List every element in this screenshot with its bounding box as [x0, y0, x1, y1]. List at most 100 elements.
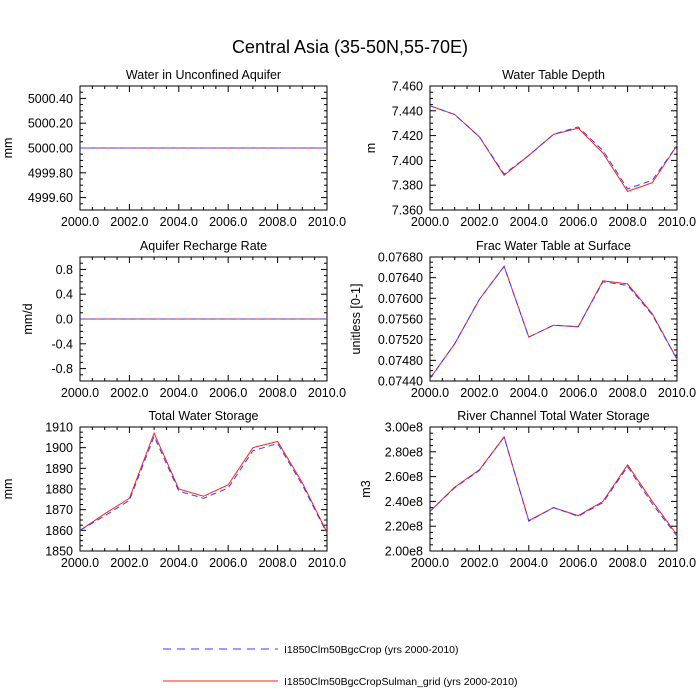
y-tick-label: 0.07520	[378, 333, 423, 347]
y-tick-label: 5000.40	[28, 92, 73, 106]
x-tick-label: 2008.0	[258, 215, 296, 229]
y-axis-label: mm	[1, 138, 15, 159]
y-axis-label: unitless [0-1]	[349, 284, 363, 355]
subplot-title: Frac Water Table at Surface	[476, 239, 631, 253]
plot-frame	[429, 426, 678, 552]
y-tick-label: -0.8	[51, 362, 73, 376]
x-tick-label: 2002.0	[460, 386, 498, 400]
x-tick-label: 2008.0	[258, 556, 296, 570]
series-line-2	[79, 431, 328, 533]
x-tick-label: 2010.0	[658, 386, 696, 400]
y-tick-label: 5000.00	[28, 142, 73, 156]
subplot-2: Water Table Depth m 2000.0 2002.0 2004.0 2006…	[364, 68, 696, 229]
y-axis-label: m3	[359, 480, 373, 497]
y-tick-label: 1860	[45, 524, 73, 538]
y-tick-label: 0.4	[56, 288, 73, 302]
x-tick-label: 2010.0	[308, 215, 346, 229]
x-tick-label: 2002.0	[110, 556, 148, 570]
y-axis-label: m	[364, 143, 378, 153]
legend-label-series-1: I1850Clm50BgcCrop (yrs 2000-2010)	[284, 644, 459, 656]
x-tick-label: 2010.0	[308, 556, 346, 570]
series-line-1	[429, 105, 678, 190]
subplot-5: Total Water Storage mm 2000.0 2002.0 2004.0 2…	[1, 409, 346, 570]
subplot-title: Water Table Depth	[502, 68, 605, 82]
y-tick-label: 1900	[45, 441, 73, 455]
x-tick-label: 2002.0	[460, 556, 498, 570]
legend: I1850Clm50BgcCrop (yrs 2000-2010) I1850C…	[163, 644, 517, 688]
series-line-2	[429, 105, 678, 193]
y-tick-label: 0.07640	[378, 271, 423, 285]
x-tick-label: 2006.0	[559, 215, 597, 229]
y-axis-label: mm/d	[21, 303, 35, 334]
subplot-4: Frac Water Table at Surface unitless [0-1…	[349, 239, 696, 400]
x-tick-label: 2000.0	[61, 215, 99, 229]
x-tick-label: 2004.0	[510, 386, 548, 400]
subplot-title: Water in Unconfined Aquifer	[126, 68, 281, 82]
x-tick-label: 2006.0	[209, 386, 247, 400]
y-axis-label: mm	[1, 479, 15, 500]
x-tick-label: 2008.0	[608, 386, 646, 400]
y-tick-label: 3.00e8	[385, 421, 423, 435]
y-tick-label: 1870	[45, 503, 73, 517]
y-tick-label: 0.0	[56, 313, 73, 327]
x-tick-label: 2002.0	[460, 215, 498, 229]
plot-frame	[79, 426, 328, 552]
y-tick-label: 0.07680	[378, 251, 423, 265]
x-tick-label: 2004.0	[510, 556, 548, 570]
y-tick-label: 2.80e8	[385, 445, 423, 459]
y-tick-label: 0.07480	[378, 354, 423, 368]
x-tick-label: 2010.0	[658, 215, 696, 229]
x-tick-label: 2006.0	[209, 556, 247, 570]
y-tick-label: 0.07440	[378, 375, 423, 389]
series-line-1	[429, 265, 678, 379]
y-tick-label: 0.07560	[378, 313, 423, 327]
subplot-3: Aquifer Recharge Rate mm/d 2000.0 2002.0 200…	[21, 239, 346, 400]
series-line-2	[429, 265, 678, 379]
x-tick-label: 2000.0	[411, 386, 449, 400]
x-tick-label: 2010.0	[308, 386, 346, 400]
x-tick-label: 2000.0	[61, 386, 99, 400]
y-tick-label: 2.00e8	[385, 545, 423, 559]
series-line-1	[79, 435, 328, 534]
y-tick-label: 7.380	[392, 179, 423, 193]
x-tick-label: 2006.0	[559, 386, 597, 400]
x-tick-label: 2002.0	[110, 386, 148, 400]
y-tick-label: 2.20e8	[385, 520, 423, 534]
x-tick-label: 2004.0	[160, 215, 198, 229]
x-tick-label: 2008.0	[608, 556, 646, 570]
x-tick-label: 2000.0	[411, 556, 449, 570]
x-tick-label: 2004.0	[510, 215, 548, 229]
x-tick-label: 2006.0	[559, 556, 597, 570]
x-tick-label: 2010.0	[658, 556, 696, 570]
x-tick-label: 2002.0	[110, 215, 148, 229]
subplot-6: River Channel Total Water Storage m3 2000.…	[359, 409, 696, 570]
y-tick-label: 7.420	[392, 129, 423, 143]
y-tick-label: 2.40e8	[385, 495, 423, 509]
subplot-title: Aquifer Recharge Rate	[140, 239, 267, 253]
figure-title: Central Asia (35-50N,55-70E)	[232, 37, 468, 57]
subplots-container: Water in Unconfined Aquifer mm 2000.0 2002.…	[1, 68, 696, 570]
y-tick-label: 4999.80	[28, 166, 73, 180]
y-tick-label: 7.360	[392, 204, 423, 218]
y-tick-label: 0.07600	[378, 292, 423, 306]
y-tick-label: 2.60e8	[385, 470, 423, 484]
plot-frame	[429, 85, 678, 211]
y-tick-label: 7.400	[392, 154, 423, 168]
y-tick-label: 5000.20	[28, 117, 73, 131]
y-tick-label: 1850	[45, 545, 73, 559]
x-tick-label: 2000.0	[61, 556, 99, 570]
y-tick-label: 1910	[45, 421, 73, 435]
y-tick-label: 7.460	[392, 80, 423, 94]
x-tick-label: 2008.0	[608, 215, 646, 229]
legend-label-series-2: I1850Clm50BgcCropSulman_grid (yrs 2000-2…	[284, 676, 517, 688]
x-tick-label: 2006.0	[209, 215, 247, 229]
x-tick-label: 2004.0	[160, 556, 198, 570]
x-tick-label: 2000.0	[411, 215, 449, 229]
series-line-1	[429, 435, 678, 537]
y-tick-label: 4999.60	[28, 191, 73, 205]
subplot-title: Total Water Storage	[148, 409, 258, 423]
plot-frame	[429, 256, 678, 382]
subplot-title: River Channel Total Water Storage	[457, 409, 650, 423]
y-tick-label: -0.4	[51, 337, 73, 351]
